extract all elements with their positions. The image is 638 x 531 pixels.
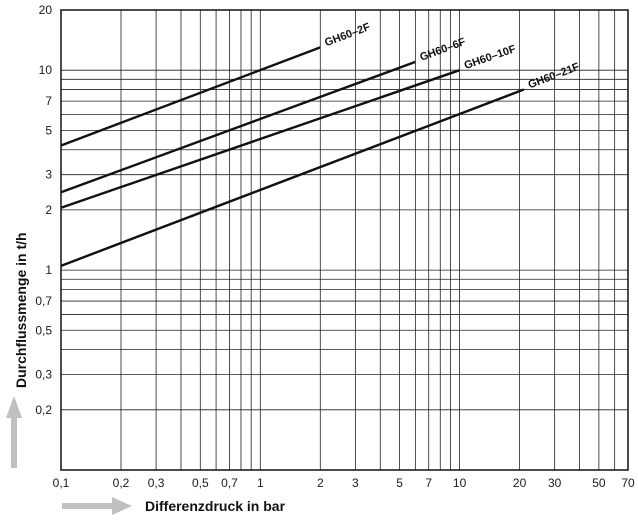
x-tick-label: 20 [513,476,527,490]
series-label-3: GH60–10F [463,43,518,72]
y-tick-label: 10 [39,63,53,77]
y-tick-label: 20 [39,3,53,17]
x-tick-label: 7 [425,476,432,490]
x-tick-label: 5 [396,476,403,490]
y-axis-tick-labels: 0,2 0,3 0,5 0,7 1 2 3 5 7 10 20 [35,3,52,417]
x-tick-label: 0,3 [148,476,165,490]
x-tick-label: 70 [621,476,635,490]
x-tick-label: 3 [352,476,359,490]
y-axis-title: Durchflussmenge in t/h [13,232,29,388]
y-tick-label: 0,7 [35,294,52,308]
plot-frame [60,9,629,471]
grid [61,10,629,470]
x-axis-title: Differenzdruck in bar [145,498,286,514]
series-label-1: GH60–2F [323,21,372,49]
series-lines [60,46,525,267]
x-tick-label: 50 [592,476,606,490]
y-tick-label: 0,3 [35,368,52,382]
x-tick-label: 0,5 [192,476,209,490]
y-axis-arrow-icon [6,396,22,468]
series-label-4: GH60–21F [527,61,582,91]
x-tick-label: 30 [548,476,562,490]
x-tick-label: 2 [317,476,324,490]
x-tick-label: 10 [453,476,467,490]
series-line-1 [60,46,321,147]
x-tick-label: 0,1 [53,476,70,490]
y-tick-label: 5 [45,123,52,137]
x-tick-label: 0,7 [221,476,238,490]
y-tick-label: 2 [45,203,52,217]
y-tick-label: 0,2 [35,403,52,417]
series-line-3 [60,69,460,209]
x-axis-arrow-icon [62,497,132,515]
x-axis-tick-labels: 0,1 0,2 0,3 0,5 0,7 1 2 3 5 7 10 20 30 50 70 [53,476,635,490]
series-label-2: GH60–6F [418,36,467,64]
y-tick-label: 3 [45,168,52,182]
x-tick-label: 1 [257,476,264,490]
x-tick-label: 0,2 [113,476,130,490]
y-tick-label: 7 [45,94,52,108]
series-line-4 [60,88,525,267]
series-line-2 [60,60,416,194]
y-tick-label: 1 [45,263,52,277]
y-tick-label: 0,5 [35,323,52,337]
